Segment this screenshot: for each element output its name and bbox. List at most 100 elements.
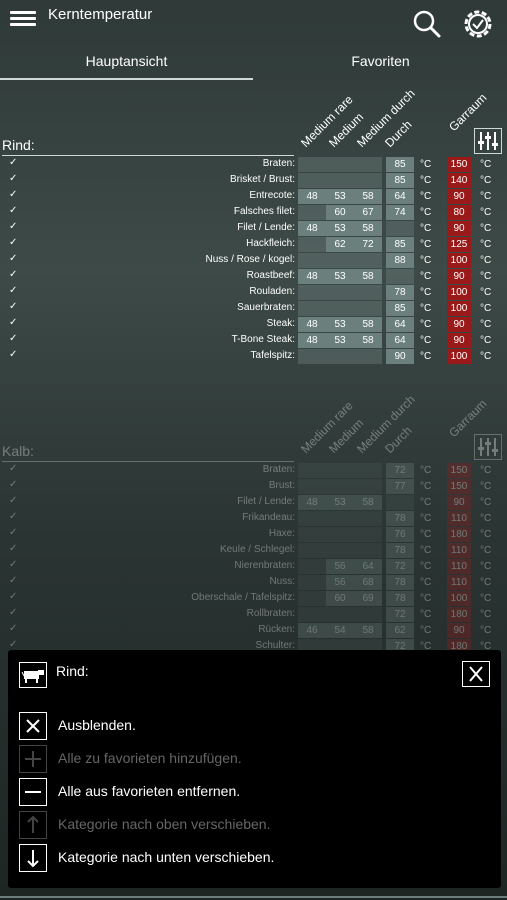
table-row[interactable]: ✓ Frikandeau: 78 °C 110 °C — [0, 511, 507, 526]
check-icon[interactable]: ✓ — [9, 623, 18, 634]
unit-label: °C — [480, 287, 492, 298]
temp-cell — [298, 543, 326, 558]
table-row[interactable]: ✓ Roastbeef: 48 53 58 °C 90 °C — [0, 269, 507, 284]
row-name: Braten: — [262, 464, 295, 475]
category-divider — [2, 461, 294, 462]
table-row[interactable]: ✓ Braten: 85 °C 150 °C — [0, 157, 507, 172]
check-icon[interactable]: ✓ — [9, 333, 18, 344]
table-row[interactable]: ✓ Tafelspitz: 90 °C 100 °C — [0, 349, 507, 364]
check-icon[interactable]: ✓ — [9, 253, 18, 264]
table-row[interactable]: ✓ Steak: 48 53 58 64 °C 90 °C — [0, 317, 507, 332]
table-row[interactable]: ✓ Sauerbraten: 85 °C 100 °C — [0, 301, 507, 316]
temp-cell: 53 — [326, 495, 354, 510]
unit-label: °C — [480, 239, 492, 250]
check-icon[interactable]: ✓ — [9, 221, 18, 232]
check-icon[interactable]: ✓ — [9, 349, 18, 360]
table-row[interactable]: ✓ Falsches filet: 60 67 74 °C 80 °C — [0, 205, 507, 220]
app-title: Kerntemperatur — [48, 6, 153, 23]
temp-cell — [298, 157, 326, 172]
table-row[interactable]: ✓ Oberschale / Tafelspitz: 60 69 78 °C 100 °C — [0, 591, 507, 606]
unit-label: °C — [420, 271, 432, 282]
check-icon[interactable]: ✓ — [9, 495, 18, 506]
temp-cell — [326, 173, 354, 188]
table-row[interactable]: ✓ Keule / Schlegel: 78 °C 110 °C — [0, 543, 507, 558]
garraum-temp: 150 — [447, 463, 471, 478]
table-row[interactable]: ✓ Rollbraten: 72 °C 180 °C — [0, 607, 507, 622]
temp-cell: 85 — [386, 301, 414, 316]
action-remove-favorites[interactable]: Alle aus favorieten entfernen. — [19, 778, 489, 806]
table-row[interactable]: ✓ Filet / Lende: 48 53 58 °C 90 °C — [0, 495, 507, 510]
check-icon[interactable]: ✓ — [9, 269, 18, 280]
table-row[interactable]: ✓ Brust: 77 °C 150 °C — [0, 479, 507, 494]
check-icon[interactable]: ✓ — [9, 479, 18, 490]
search-button[interactable] — [412, 9, 442, 39]
arrow-up-icon — [19, 811, 47, 839]
table-row[interactable]: ✓ Rücken: 46 54 58 62 °C 90 °C — [0, 623, 507, 638]
table-row[interactable]: ✓ Rouladen: 78 °C 100 °C — [0, 285, 507, 300]
tab-hauptansicht[interactable]: Hauptansicht — [0, 46, 253, 80]
temp-cell: 85 — [386, 237, 414, 252]
action-label: Alle zu favorieten hinzufügen. — [58, 750, 242, 766]
table-row[interactable]: ✓ Haxe: 76 °C 180 °C — [0, 527, 507, 542]
close-sheet-button[interactable] — [462, 661, 490, 687]
table-row[interactable]: ✓ Brisket / Brust: 85 °C 140 °C — [0, 173, 507, 188]
table-row[interactable]: ✓ Nierenbraten: 56 64 72 °C 110 °C — [0, 559, 507, 574]
unit-label: °C — [420, 625, 432, 636]
temp-cell — [326, 157, 354, 172]
action-move-down[interactable]: Kategorie nach unten verschieben. — [19, 844, 489, 872]
temp-cell — [354, 527, 382, 542]
check-icon[interactable]: ✓ — [9, 527, 18, 538]
temp-cell: 74 — [386, 205, 414, 220]
temp-cell: 58 — [354, 333, 382, 348]
unit-label: °C — [480, 175, 492, 186]
garraum-temp: 110 — [447, 543, 471, 558]
garraum-temp: 90 — [447, 221, 471, 236]
garraum-temp: 110 — [447, 511, 471, 526]
category-title[interactable]: Kalb: — [2, 443, 34, 459]
check-icon[interactable]: ✓ — [9, 173, 18, 184]
table-row[interactable]: ✓ Entrecote: 48 53 58 64 °C 90 °C — [0, 189, 507, 204]
check-icon[interactable]: ✓ — [9, 543, 18, 554]
check-icon[interactable]: ✓ — [9, 463, 18, 474]
table-row[interactable]: ✓ Filet / Lende: 48 53 58 °C 90 °C — [0, 221, 507, 236]
filter-button[interactable] — [474, 434, 502, 460]
check-icon[interactable]: ✓ — [9, 189, 18, 200]
check-icon[interactable]: ✓ — [9, 317, 18, 328]
settings-button[interactable] — [460, 6, 496, 42]
unit-label: °C — [420, 319, 432, 330]
temp-cell: 64 — [386, 333, 414, 348]
check-icon[interactable]: ✓ — [9, 559, 18, 570]
tab-bar: Hauptansicht Favoriten — [0, 46, 507, 80]
category-title[interactable]: Rind: — [2, 137, 35, 153]
menu-button[interactable] — [10, 8, 36, 30]
check-icon[interactable]: ✓ — [9, 591, 18, 602]
unit-label: °C — [420, 351, 432, 362]
temp-cell — [298, 607, 326, 622]
check-icon[interactable]: ✓ — [9, 157, 18, 168]
check-icon[interactable]: ✓ — [9, 575, 18, 586]
sheet-title: Rind: — [56, 663, 89, 679]
check-icon[interactable]: ✓ — [9, 285, 18, 296]
table-row[interactable]: ✓ Braten: 72 °C 150 °C — [0, 463, 507, 478]
category-divider — [2, 155, 294, 156]
check-icon[interactable]: ✓ — [9, 511, 18, 522]
filter-button[interactable] — [474, 128, 502, 154]
table-row[interactable]: ✓ Hackfleich: 62 72 85 °C 125 °C — [0, 237, 507, 252]
table-row[interactable]: ✓ T-Bone Steak: 48 53 58 64 °C 90 °C — [0, 333, 507, 348]
temp-cell: 78 — [386, 591, 414, 606]
temp-cell: 58 — [354, 189, 382, 204]
check-icon[interactable]: ✓ — [9, 639, 18, 650]
table-row[interactable]: ✓ Nuss / Rose / kogel: 88 °C 100 °C — [0, 253, 507, 268]
unit-label: °C — [420, 577, 432, 588]
category-kalb: Kalb: Medium rare Medium Medium durch Du… — [0, 434, 507, 654]
unit-label: °C — [480, 335, 492, 346]
check-icon[interactable]: ✓ — [9, 607, 18, 618]
table-row[interactable]: ✓ Nuss: 56 68 78 °C 110 °C — [0, 575, 507, 590]
check-icon[interactable]: ✓ — [9, 237, 18, 248]
unit-label: °C — [420, 191, 432, 202]
unit-label: °C — [420, 255, 432, 266]
check-icon[interactable]: ✓ — [9, 205, 18, 216]
action-ausblenden[interactable]: Ausblenden. — [19, 712, 489, 740]
check-icon[interactable]: ✓ — [9, 301, 18, 312]
tab-favoriten[interactable]: Favoriten — [351, 53, 410, 69]
